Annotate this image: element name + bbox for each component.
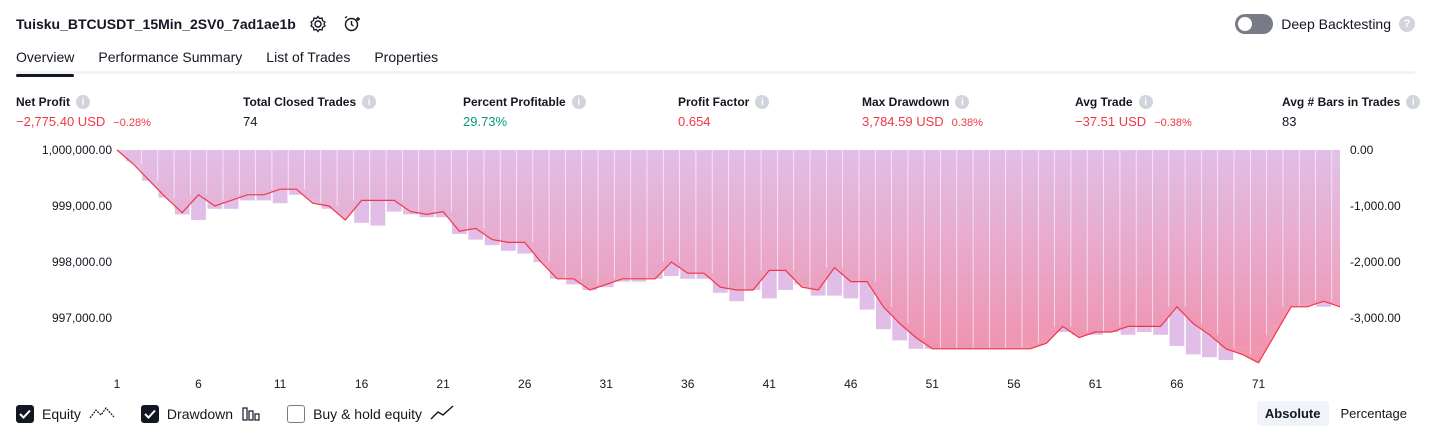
metric-label: Max Drawdown	[862, 95, 950, 109]
x-axis-tick: 61	[1089, 377, 1103, 391]
metric-label: Total Closed Trades	[243, 95, 357, 109]
right-axis-tick: -1,000.00	[1350, 199, 1401, 213]
bar-separators	[141, 150, 1333, 355]
metric-value: 74	[243, 114, 258, 129]
right-axis-tick: -3,000.00	[1350, 311, 1401, 325]
buy-hold-checkbox[interactable]	[287, 405, 306, 423]
add-alert-icon[interactable]	[340, 12, 364, 36]
x-axis-tick: 16	[355, 377, 369, 391]
tab-performance-summary[interactable]: Performance Summary	[98, 49, 243, 65]
strategy-header: Tuisku_BTCUSDT_15Min_2SV0_7ad1ae1b	[16, 12, 364, 36]
metric-value: −37.51 USD	[1075, 114, 1147, 129]
equity-drawdown-chart[interactable]: 1,000,000.00 999,000.00 998,000.00 997,000.…	[0, 136, 1431, 396]
x-axis-tick: 56	[1007, 377, 1021, 391]
drawdown-checkbox[interactable]	[140, 405, 159, 423]
deep-backtesting-toggle[interactable]	[1235, 14, 1274, 34]
legend-equity[interactable]: Equity	[16, 405, 115, 424]
metric-percent-profitable: Percent Profitable i 29.73%	[463, 94, 586, 129]
metric-label: Percent Profitable	[463, 95, 566, 109]
equity-checkbox[interactable]	[16, 405, 34, 423]
metric-value: 83	[1282, 114, 1297, 129]
scale-mode-switch: Absolute Percentage	[1256, 401, 1415, 426]
legend-label: Buy & hold equity	[313, 406, 423, 422]
metric-total-closed-trades: Total Closed Trades i 74	[243, 94, 377, 129]
x-axis-tick: 51	[926, 377, 940, 391]
legend-label: Drawdown	[166, 406, 234, 422]
tab-bar: Overview Performance Summary List of Tra…	[16, 44, 1415, 77]
line-chart-icon	[430, 404, 454, 424]
left-axis-tick: 999,000.00	[52, 199, 112, 213]
metric-value: 3,784.59 USD	[862, 114, 944, 129]
metric-label: Avg Trade	[1075, 95, 1133, 109]
percentage-button[interactable]: Percentage	[1340, 406, 1408, 421]
left-axis-tick: 1,000,000.00	[42, 143, 112, 157]
tab-list-of-trades[interactable]: List of Trades	[266, 49, 351, 65]
metric-avg-trade: Avg Trade i −37.51 USD −0.38%	[1075, 94, 1192, 129]
metric-profit-factor: Profit Factor i 0.654	[678, 94, 770, 129]
absolute-button[interactable]: Absolute	[1256, 401, 1329, 426]
metric-label: Net Profit	[16, 95, 70, 109]
x-axis-tick: 6	[195, 377, 202, 391]
toggle-knob	[1238, 17, 1253, 31]
info-icon[interactable]: i	[955, 95, 970, 109]
metric-max-drawdown: Max Drawdown i 3,784.59 USD 0.38%	[862, 94, 983, 129]
tab-overview[interactable]: Overview	[16, 44, 75, 77]
help-icon[interactable]: ?	[1399, 16, 1415, 32]
right-axis-tick: -2,000.00	[1350, 255, 1401, 269]
bars-chart-icon	[241, 405, 261, 424]
info-icon[interactable]: i	[571, 95, 586, 109]
x-axis-tick: 36	[681, 377, 695, 391]
metric-avg-bars: Avg # Bars in Trades i 83	[1282, 94, 1421, 129]
legend-label: Equity	[42, 406, 81, 422]
deep-backtesting: Deep Backtesting ?	[1235, 12, 1415, 36]
metric-percent: −0.28%	[113, 117, 151, 129]
metric-label: Avg # Bars in Trades	[1282, 95, 1401, 109]
right-axis-tick: 0.00	[1350, 143, 1374, 157]
deep-backtesting-label: Deep Backtesting	[1281, 16, 1391, 32]
info-icon[interactable]: i	[1406, 95, 1421, 109]
metric-label: Profit Factor	[678, 95, 750, 109]
metric-value: 0.654	[678, 114, 711, 129]
metric-value: −2,775.40 USD	[16, 114, 106, 129]
equity-line	[116, 149, 1341, 364]
left-axis-tick: 998,000.00	[52, 255, 112, 269]
info-icon[interactable]: i	[755, 95, 770, 109]
x-axis-tick: 21	[436, 377, 450, 391]
gear-icon[interactable]	[306, 12, 330, 36]
x-axis-tick: 26	[518, 377, 532, 391]
legend-buy-hold[interactable]: Buy & hold equity	[287, 404, 454, 424]
right-axis: 0.00 -1,000.00 -2,000.00 -3,000.00	[1350, 143, 1401, 325]
info-icon[interactable]: i	[362, 95, 377, 109]
x-axis-tick: 11	[274, 377, 287, 391]
tab-properties[interactable]: Properties	[374, 49, 439, 65]
x-axis-tick: 46	[844, 377, 858, 391]
x-axis-tick: 41	[763, 377, 777, 391]
info-icon[interactable]: i	[76, 95, 90, 109]
x-axis-tick: 1	[114, 377, 121, 391]
x-axis-tick: 66	[1170, 377, 1184, 391]
metric-percent: −0.38%	[1154, 117, 1192, 129]
x-axis-tick: 71	[1252, 377, 1266, 391]
metric-percent: 0.38%	[951, 117, 983, 129]
strategy-title: Tuisku_BTCUSDT_15Min_2SV0_7ad1ae1b	[16, 16, 296, 32]
metric-net-profit: Net Profit i −2,775.40 USD −0.28%	[16, 94, 151, 129]
equity-chart-icon	[89, 405, 115, 424]
info-icon[interactable]: i	[1138, 95, 1153, 109]
x-axis: 1 6 11 16 21 26 31 36 41 46 51 56 61 66 71	[114, 377, 1266, 391]
metric-value: 29.73%	[463, 114, 508, 129]
chart-legend: Equity Drawdown Buy & hold equity	[16, 403, 454, 425]
legend-drawdown[interactable]: Drawdown	[140, 405, 261, 424]
left-axis-tick: 997,000.00	[52, 311, 112, 325]
x-axis-tick: 31	[600, 377, 614, 391]
left-axis: 1,000,000.00 999,000.00 998,000.00 997,000.…	[42, 143, 112, 325]
